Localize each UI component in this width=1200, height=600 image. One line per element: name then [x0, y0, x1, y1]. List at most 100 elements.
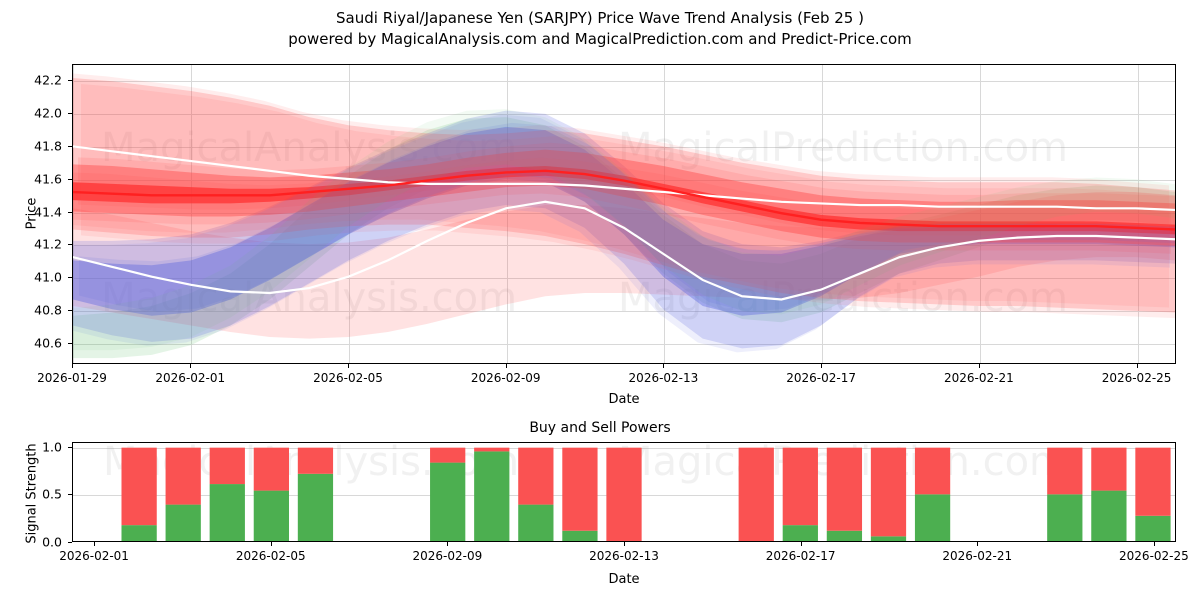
signal-chart-title: Buy and Sell Powers [529, 420, 671, 436]
price-x-tick-mark [978, 364, 980, 368]
buy-power-bar[interactable] [914, 494, 951, 541]
signal-x-tick-label: 2026-02-21 [942, 549, 1013, 563]
signal-x-tick-mark [800, 542, 802, 546]
price-gridline-v-0 [73, 65, 74, 363]
price-x-tick-mark [821, 364, 823, 368]
price-y-tick-mark [68, 113, 72, 115]
figure-title: Saudi Riyal/Japanese Yen (SARJPY) Price … [0, 8, 1200, 50]
price-gridline-h-2 [73, 278, 1175, 280]
price-x-tick-mark [190, 364, 192, 368]
buy-power-bar[interactable] [782, 525, 818, 541]
price-y-tick-mark [68, 309, 72, 311]
sell-power-bar[interactable] [474, 447, 510, 452]
price-band-echo-5 [78, 122, 1175, 312]
price-line-white-lower-centerline [73, 200, 1175, 301]
price-x-tick-label: 2026-02-13 [628, 371, 699, 385]
price-x-tick-label: 2026-02-09 [470, 371, 541, 385]
signal-y-tick-mark [68, 494, 72, 496]
signal-chart-y-axis-label: Signal Strength [24, 443, 40, 544]
sell-power-bar[interactable] [165, 447, 201, 505]
price-band-echo-2 [73, 157, 1172, 254]
buy-power-bar[interactable] [165, 504, 201, 541]
buy-power-bar[interactable] [870, 536, 907, 541]
buy-power-bar[interactable] [1047, 494, 1083, 541]
price-band-blue-outer-band [73, 110, 1175, 349]
price-y-tick-label: 41.0 [34, 269, 62, 285]
buy-power-bar[interactable] [826, 530, 863, 541]
price-band-green-wash-band [73, 117, 1175, 359]
price-gridline-h-7 [73, 114, 1175, 116]
price-y-tick-mark [68, 277, 72, 279]
signal-x-tick-mark [624, 542, 625, 546]
price-band-echo-0 [73, 73, 1170, 308]
price-x-tick-mark [1136, 364, 1138, 368]
price-y-tick-label: 40.6 [34, 335, 62, 351]
sell-power-bar[interactable] [1091, 447, 1127, 491]
buy-power-bar[interactable] [474, 451, 510, 541]
price-chart-x-axis-label: Date [608, 392, 640, 407]
sell-power-bar[interactable] [738, 447, 774, 541]
price-x-tick-mark [72, 364, 73, 368]
signal-x-tick-mark [1153, 542, 1155, 546]
price-x-tick-label: 2026-02-05 [313, 371, 383, 385]
price-band-blue-mid-band [73, 126, 1175, 316]
price-band-red-outer-band [73, 78, 1175, 313]
sell-power-bar[interactable] [1135, 447, 1171, 516]
signal-x-tick-label: 2026-02-25 [1119, 549, 1189, 563]
buy-power-bar[interactable] [430, 462, 466, 541]
buy-power-bar[interactable] [518, 504, 554, 541]
price-gridline-v-4 [664, 65, 666, 363]
buy-power-bar[interactable] [253, 490, 289, 541]
signal-y-tick-label: 0.5 [42, 486, 62, 502]
price-gridline-v-1 [191, 65, 193, 363]
sell-power-bar[interactable] [1047, 447, 1083, 495]
sell-power-bar[interactable] [870, 447, 907, 537]
sell-power-bar[interactable] [253, 447, 289, 491]
signal-x-tick-label: 2026-02-17 [765, 549, 836, 563]
sell-power-bar[interactable] [562, 447, 598, 531]
price-gridline-v-5 [822, 65, 824, 363]
buy-power-bar[interactable] [121, 525, 157, 541]
sell-power-bar[interactable] [518, 447, 554, 505]
buy-power-bar[interactable] [209, 484, 245, 541]
price-x-tick-mark [663, 364, 665, 368]
figure-title-line-1: Saudi Riyal/Japanese Yen (SARJPY) Price … [336, 9, 864, 27]
sell-power-bar[interactable] [297, 447, 334, 474]
sell-power-bar[interactable] [826, 447, 863, 531]
price-line-red-mean-line [73, 169, 1175, 231]
price-chart-plot-area [73, 65, 1175, 363]
price-gridline-h-0 [73, 343, 1175, 345]
price-band-echo-1 [80, 83, 1175, 319]
signal-y-tick-label: 0.0 [42, 534, 62, 550]
buy-power-bar[interactable] [562, 530, 598, 541]
sell-power-bar[interactable] [914, 447, 951, 495]
sell-power-bar[interactable] [430, 447, 466, 463]
price-gridline-v-7 [1137, 65, 1139, 363]
price-y-tick-mark [68, 80, 72, 82]
price-x-tick-label: 2026-02-25 [1101, 371, 1172, 385]
signal-x-tick-label: 2026-02-09 [412, 549, 483, 563]
price-y-tick-label: 41.4 [34, 204, 62, 220]
buy-power-bar[interactable] [1091, 490, 1127, 541]
price-y-tick-label: 42.2 [34, 72, 62, 88]
price-y-tick-mark [68, 178, 72, 180]
price-gridline-v-3 [506, 65, 508, 363]
price-y-tick-mark [68, 244, 72, 246]
sell-power-bar[interactable] [782, 447, 818, 526]
sell-power-bar[interactable] [209, 447, 245, 485]
price-band-echo-4 [73, 114, 1171, 353]
price-gridline-v-2 [349, 65, 350, 363]
sell-power-bar[interactable] [606, 447, 642, 541]
price-y-tick-label: 42.0 [34, 105, 62, 121]
buy-power-bar[interactable] [297, 473, 334, 541]
price-band-echo-6 [73, 109, 1175, 351]
signal-y-tick-mark [68, 542, 72, 543]
sell-power-bar[interactable] [121, 447, 157, 526]
price-y-tick-label: 41.6 [34, 171, 62, 187]
price-gridline-h-3 [73, 245, 1175, 247]
buy-power-bar[interactable] [1135, 515, 1171, 541]
price-y-tick-label: 41.2 [34, 236, 62, 252]
signal-x-tick-mark [94, 542, 96, 546]
price-x-tick-mark [505, 364, 507, 368]
